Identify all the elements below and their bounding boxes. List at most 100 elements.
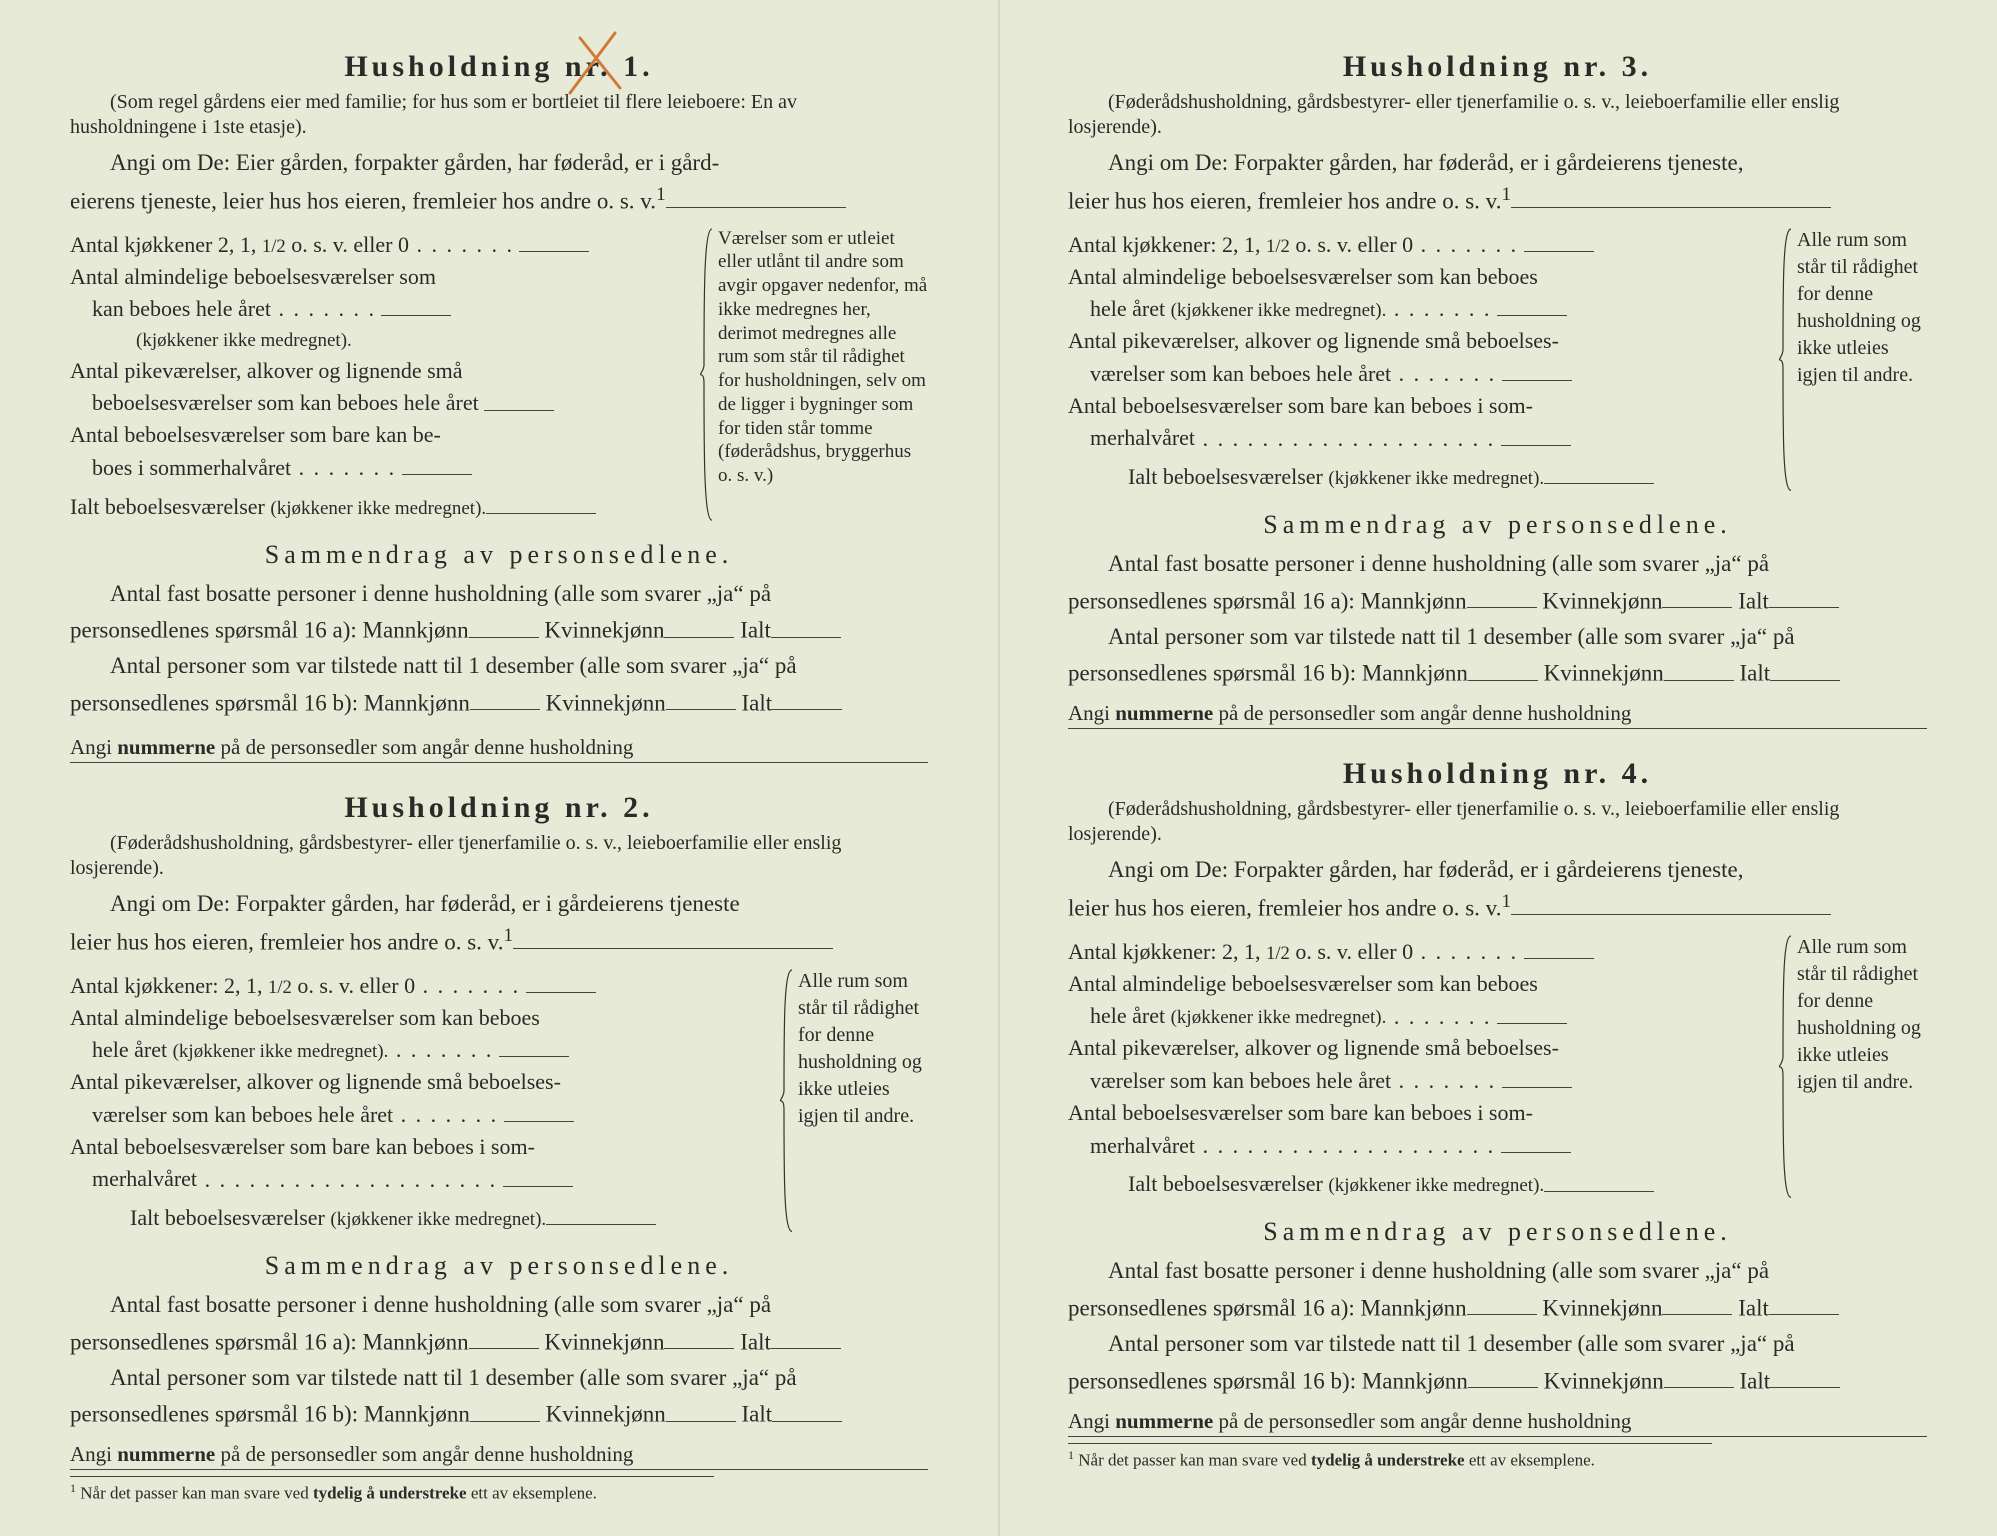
rooms-block: Antal kjøkkener: 2, 1, 1/2 o. s. v. elle…: [1068, 227, 1927, 492]
dots: [291, 455, 396, 480]
t: Antal fast bosatte personer i denne hush…: [1108, 551, 1769, 576]
t: Kvinnekjønn: [544, 1329, 664, 1354]
blank: [469, 1323, 539, 1349]
dots: [393, 1102, 498, 1127]
t: Antal beboelsesværelser som bare kan beb…: [70, 1134, 535, 1159]
blank: [546, 1200, 656, 1225]
t: Antal personer som var tilstede natt til…: [110, 653, 797, 678]
blank: [1769, 1289, 1839, 1315]
footnote-bold: tydelig å understreke: [313, 1484, 467, 1503]
summary-title: Sammendrag av personsedlene.: [70, 1251, 928, 1281]
rooms-block: Antal kjøkkener: 2, 1, 1/2 o. s. v. elle…: [1068, 934, 1927, 1199]
row-total-rooms: Ialt beboelsesværelser (kjøkkener ikke m…: [70, 1200, 762, 1233]
rooms-lines: Antal kjøkkener 2, 1, 1/2 o. s. v. eller…: [70, 227, 682, 522]
row-summer-rooms: Antal beboelsesværelser som bare kan beb…: [70, 1132, 762, 1195]
t: (kjøkkener ikke medregnet).: [136, 330, 352, 351]
page-fold: [998, 0, 1000, 1536]
household-title: Husholdning nr. 4.: [1068, 757, 1927, 791]
blank: [503, 1161, 573, 1186]
t: Antal pikeværelser, alkover og lignende …: [1068, 1035, 1559, 1060]
blank: [664, 1323, 734, 1349]
household-angi: Angi om De: Forpakter gården, har føderå…: [1068, 853, 1927, 926]
t: på de personsedler som angår denne husho…: [215, 1442, 633, 1466]
footnote-ref: 1: [656, 184, 666, 205]
sidenote-text: Alle rum som står til rådighet for denne…: [1797, 936, 1921, 1093]
row-ordinary-rooms: Antal almindelige beboelsesværelser som …: [1068, 262, 1761, 325]
summary-body: Antal fast bosatte personer i denne hush…: [70, 1287, 928, 1432]
t: Kvinnekjønn: [1544, 661, 1664, 686]
t: Kvinnekjønn: [1542, 1295, 1662, 1320]
blank: [1501, 420, 1571, 445]
blank: [381, 291, 451, 316]
t: Antal kjøkkener: 2, 1,: [70, 973, 268, 998]
blank: [504, 1097, 574, 1122]
t: hele året: [92, 1037, 173, 1062]
half: 1/2: [1266, 236, 1290, 257]
footnote-text-a: Når det passer kan man svare ved: [1078, 1450, 1311, 1469]
blank: [499, 1032, 569, 1057]
blank: [1664, 1362, 1734, 1388]
t: Antal beboelsesværelser som bare kan beb…: [1068, 1100, 1533, 1125]
t: boes i sommerhalvåret: [92, 455, 291, 480]
summary-line: Antal fast bosatte personer i denne hush…: [70, 576, 928, 612]
brace-icon: [780, 968, 794, 1233]
t: Antal kjøkkener 2, 1,: [70, 232, 262, 257]
angi-line-b: leier hus hos eieren, fremleier hos andr…: [1068, 895, 1501, 920]
t: Antal beboelsesværelser som bare kan be-: [70, 422, 441, 447]
t: Antal fast bosatte personer i denne hush…: [110, 1292, 771, 1317]
t: o. s. v. eller 0: [1290, 939, 1413, 964]
summary-line: personsedlenes spørsmål 16 a): Mannkjønn…: [1068, 1289, 1927, 1326]
household-block-4: Husholdning nr. 4. (Føderådshusholdning,…: [1068, 757, 1927, 1470]
t: Kvinnekjønn: [1542, 588, 1662, 613]
summary-title: Sammendrag av personsedlene.: [1068, 510, 1927, 540]
t: Antal pikeværelser, alkover og lignende …: [1068, 328, 1559, 353]
t: Ialt: [1740, 1368, 1771, 1393]
t: værelser som kan beboes hele året: [1090, 1068, 1391, 1093]
t: Antal kjøkkener: 2, 1,: [1068, 232, 1266, 257]
blank: [664, 611, 734, 637]
t: på de personsedler som angår denne husho…: [215, 735, 633, 759]
blank: [1662, 582, 1732, 608]
row-summer-rooms: Antal beboelsesværelser som bare kan beb…: [1068, 1098, 1761, 1161]
brace-icon: [700, 227, 714, 522]
brace-icon: [1779, 934, 1793, 1199]
blank: [666, 684, 736, 710]
t: personsedlenes spørsmål 16 a): Mannkjønn: [1068, 1295, 1467, 1320]
t: på de personsedler som angår denne husho…: [1213, 701, 1631, 725]
angi-line-b: leier hus hos eieren, fremleier hos andr…: [70, 929, 503, 954]
row-kitchens: Antal kjøkkener: 2, 1, 1/2 o. s. v. elle…: [70, 968, 762, 1001]
footnote-marker: 1: [1068, 1448, 1074, 1462]
blank: [772, 1395, 842, 1421]
household-subtitle: (Føderådshusholdning, gårdsbestyrer- ell…: [1068, 90, 1927, 140]
t: personsedlenes spørsmål 16 a): Mannkjønn: [70, 618, 469, 643]
t: Ialt: [1740, 661, 1771, 686]
row-total-rooms: Ialt beboelsesværelser (kjøkkener ikke m…: [1068, 459, 1761, 492]
sidenote-text: Alle rum som står til rådighet for denne…: [798, 970, 922, 1127]
household-subtitle: (Føderådshusholdning, gårdsbestyrer- ell…: [1068, 797, 1927, 847]
blank: [1664, 654, 1734, 680]
t: Angi: [70, 735, 117, 759]
blank: [771, 1323, 841, 1349]
t: Angi: [1068, 701, 1115, 725]
household-subtitle: (Som regel gårdens eier med familie; for…: [70, 90, 928, 140]
t: Antal personer som var tilstede natt til…: [110, 1365, 797, 1390]
footnote-text-b: ett av eksemplene.: [1465, 1450, 1595, 1469]
summary-line: Antal fast bosatte personer i denne hush…: [1068, 546, 1927, 582]
t: nummerne: [1115, 701, 1213, 725]
t: Ialt beboelsesværelser: [1128, 1172, 1328, 1197]
rooms-lines: Antal kjøkkener: 2, 1, 1/2 o. s. v. elle…: [70, 968, 762, 1233]
angi-line-b: eierens tjeneste, leier hus hos eieren, …: [70, 188, 656, 213]
t: beboelsesværelser som kan beboes hele år…: [92, 391, 479, 416]
scanned-form-page: Husholdning nr. 1. (Som regel gårdens ei…: [0, 0, 1997, 1536]
t: Antal pikeværelser, alkover og lignende …: [70, 1069, 561, 1094]
angi-numbers-line: Angi nummerne på de personsedler som ang…: [70, 731, 928, 763]
row-maid-rooms: Antal pikeværelser, alkover og lignende …: [1068, 1033, 1761, 1096]
blank-line: [666, 182, 846, 208]
t: merhalvåret: [92, 1167, 197, 1192]
summary-line: personsedlenes spørsmål 16 b): Mannkjønn…: [70, 684, 928, 721]
household-block-1: Husholdning nr. 1. (Som regel gårdens ei…: [70, 50, 928, 763]
summary-line: Antal personer som var tilstede natt til…: [1068, 1326, 1927, 1362]
t: Kvinnekjønn: [546, 690, 666, 715]
t: (kjøkkener ikke medregnet).: [1171, 300, 1387, 321]
summary-line: Antal personer som var tilstede natt til…: [1068, 619, 1927, 655]
